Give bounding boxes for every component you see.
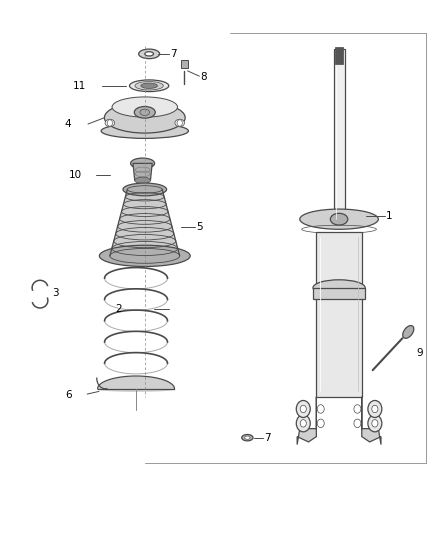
Ellipse shape: [134, 107, 155, 118]
Text: 4: 4: [65, 119, 71, 129]
Circle shape: [296, 415, 310, 432]
Text: 9: 9: [417, 348, 423, 358]
Text: 5: 5: [196, 222, 203, 232]
Circle shape: [317, 419, 324, 427]
Text: 8: 8: [201, 72, 207, 82]
Circle shape: [300, 419, 306, 427]
Bar: [313, 288, 365, 300]
Text: 2: 2: [116, 304, 122, 314]
Ellipse shape: [313, 280, 365, 296]
Circle shape: [354, 419, 361, 427]
Ellipse shape: [131, 158, 155, 168]
Ellipse shape: [101, 124, 188, 139]
Polygon shape: [362, 397, 381, 445]
Circle shape: [368, 415, 382, 432]
Ellipse shape: [104, 102, 185, 133]
Text: 7: 7: [170, 49, 177, 59]
Ellipse shape: [403, 326, 414, 338]
Ellipse shape: [130, 80, 169, 92]
Bar: [316, 232, 362, 397]
Circle shape: [177, 120, 182, 126]
Ellipse shape: [140, 109, 150, 116]
Ellipse shape: [330, 213, 348, 225]
Ellipse shape: [242, 434, 253, 441]
Circle shape: [296, 400, 310, 417]
Bar: [335, 47, 343, 64]
Circle shape: [354, 405, 361, 413]
Ellipse shape: [300, 209, 378, 229]
Ellipse shape: [99, 245, 190, 266]
Text: 11: 11: [73, 81, 86, 91]
Bar: [180, 60, 187, 68]
Ellipse shape: [139, 49, 159, 59]
Circle shape: [107, 120, 113, 126]
Circle shape: [300, 405, 306, 413]
Text: 6: 6: [65, 390, 71, 400]
Ellipse shape: [105, 119, 115, 127]
Ellipse shape: [123, 183, 166, 196]
Text: 10: 10: [68, 170, 81, 180]
Ellipse shape: [145, 52, 153, 56]
Text: 1: 1: [386, 211, 393, 221]
Circle shape: [317, 405, 324, 413]
Polygon shape: [110, 189, 180, 256]
Ellipse shape: [141, 83, 157, 88]
Circle shape: [372, 419, 378, 427]
Polygon shape: [133, 164, 152, 180]
Ellipse shape: [112, 97, 177, 117]
Text: 3: 3: [52, 288, 59, 298]
Text: 7: 7: [264, 433, 271, 443]
Ellipse shape: [135, 82, 163, 90]
Circle shape: [372, 405, 378, 413]
Polygon shape: [297, 397, 316, 445]
Bar: [334, 49, 345, 224]
Ellipse shape: [135, 177, 150, 183]
Ellipse shape: [245, 436, 250, 439]
Circle shape: [368, 400, 382, 417]
Ellipse shape: [175, 119, 184, 127]
